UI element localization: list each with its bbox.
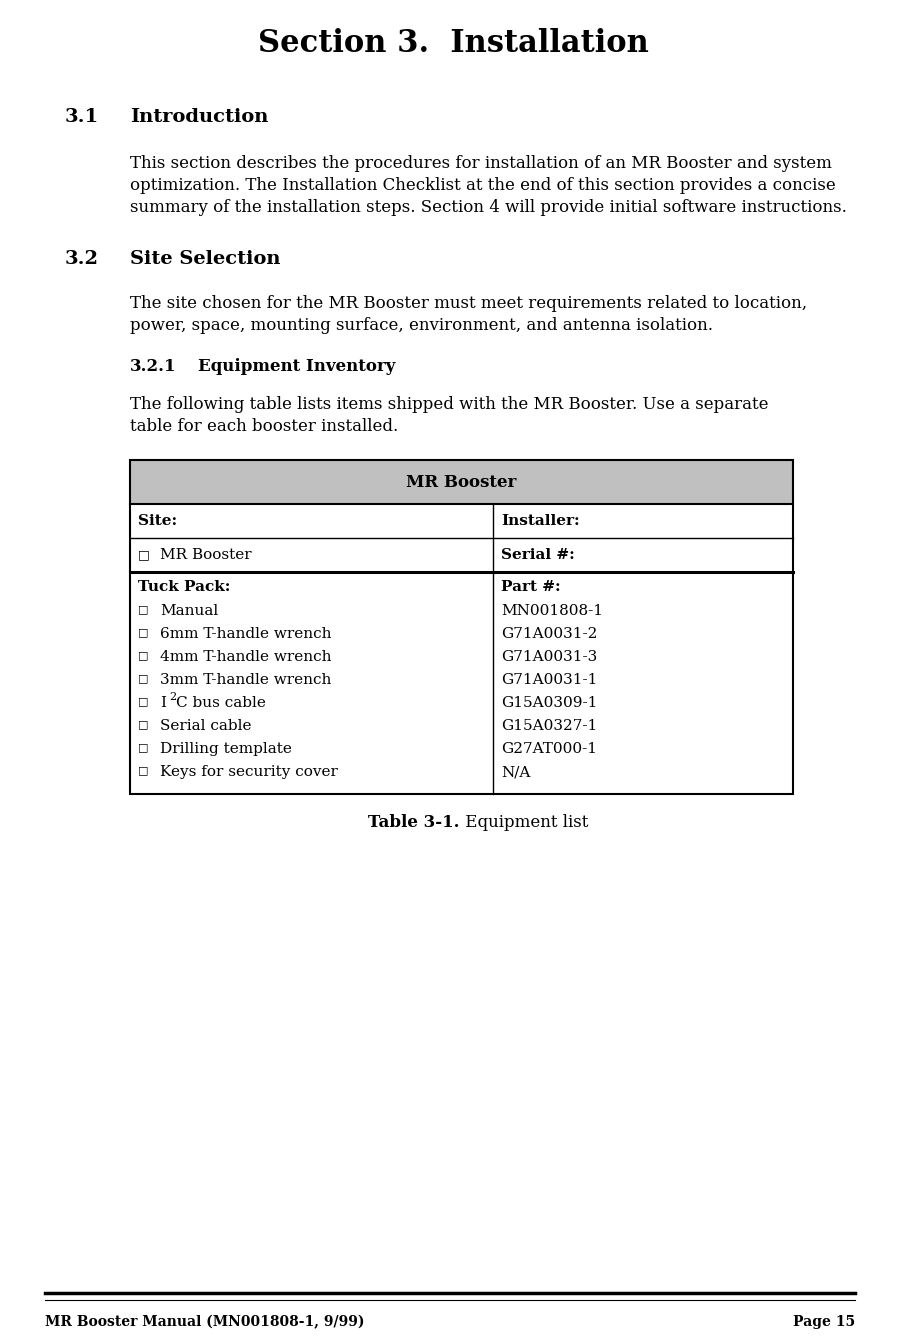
- Text: power, space, mounting surface, environment, and antenna isolation.: power, space, mounting surface, environm…: [130, 316, 713, 334]
- Text: 2: 2: [169, 692, 176, 701]
- Text: □: □: [138, 650, 149, 660]
- Text: G71A0031-2: G71A0031-2: [501, 628, 597, 641]
- Text: Introduction: Introduction: [130, 109, 268, 126]
- Text: G27AT000-1: G27AT000-1: [501, 742, 597, 756]
- Text: optimization. The Installation Checklist at the end of this section provides a c: optimization. The Installation Checklist…: [130, 177, 835, 194]
- Text: Installer:: Installer:: [501, 514, 580, 528]
- Bar: [130, 460, 793, 794]
- Text: □: □: [138, 719, 149, 730]
- Text: Table 3-1.: Table 3-1.: [368, 814, 459, 831]
- Text: N/A: N/A: [501, 764, 530, 779]
- Text: table for each booster installed.: table for each booster installed.: [130, 418, 399, 434]
- Text: MR Booster: MR Booster: [406, 473, 516, 491]
- Text: □: □: [138, 764, 149, 775]
- Text: Equipment list: Equipment list: [459, 814, 588, 831]
- Text: □: □: [138, 548, 149, 562]
- Text: I: I: [160, 696, 166, 709]
- Text: The site chosen for the MR Booster must meet requirements related to location,: The site chosen for the MR Booster must …: [130, 295, 807, 312]
- Text: Serial #:: Serial #:: [501, 548, 574, 562]
- Text: 3.2.1: 3.2.1: [130, 358, 177, 375]
- Text: MR Booster Manual (MN001808-1, 9/99): MR Booster Manual (MN001808-1, 9/99): [45, 1316, 364, 1329]
- Text: The following table lists items shipped with the MR Booster. Use a separate: The following table lists items shipped …: [130, 396, 768, 413]
- Text: This section describes the procedures for installation of an MR Booster and syst: This section describes the procedures fo…: [130, 156, 832, 172]
- Text: G15A0309-1: G15A0309-1: [501, 696, 597, 709]
- Text: Manual: Manual: [160, 603, 218, 618]
- Text: Tuck Pack:: Tuck Pack:: [138, 581, 230, 594]
- Text: Serial cable: Serial cable: [160, 719, 252, 734]
- Text: Site Selection: Site Selection: [130, 249, 281, 268]
- Text: MN001808-1: MN001808-1: [501, 603, 603, 618]
- Text: Part #:: Part #:: [501, 581, 561, 594]
- Text: MR Booster: MR Booster: [160, 548, 252, 562]
- Text: C bus cable: C bus cable: [176, 696, 265, 709]
- Text: G15A0327-1: G15A0327-1: [501, 719, 597, 734]
- Text: G71A0031-1: G71A0031-1: [501, 673, 597, 687]
- Text: 6mm T-handle wrench: 6mm T-handle wrench: [160, 628, 332, 641]
- Bar: [130, 460, 793, 504]
- Text: Equipment Inventory: Equipment Inventory: [198, 358, 395, 375]
- Text: □: □: [138, 603, 149, 614]
- Text: 3mm T-handle wrench: 3mm T-handle wrench: [160, 673, 332, 687]
- Text: □: □: [138, 673, 149, 683]
- Text: 3.1: 3.1: [65, 109, 100, 126]
- Text: Site:: Site:: [138, 514, 178, 528]
- Text: Drilling template: Drilling template: [160, 742, 292, 756]
- Text: Keys for security cover: Keys for security cover: [160, 764, 338, 779]
- Text: □: □: [138, 628, 149, 637]
- Text: □: □: [138, 696, 149, 705]
- Text: 4mm T-handle wrench: 4mm T-handle wrench: [160, 650, 332, 664]
- Text: G71A0031-3: G71A0031-3: [501, 650, 597, 664]
- Text: Section 3.  Installation: Section 3. Installation: [257, 28, 649, 59]
- Text: Page 15: Page 15: [793, 1316, 855, 1329]
- Text: summary of the installation steps. Section 4 will provide initial software instr: summary of the installation steps. Secti…: [130, 198, 847, 216]
- Text: 3.2: 3.2: [65, 249, 99, 268]
- Text: □: □: [138, 742, 149, 752]
